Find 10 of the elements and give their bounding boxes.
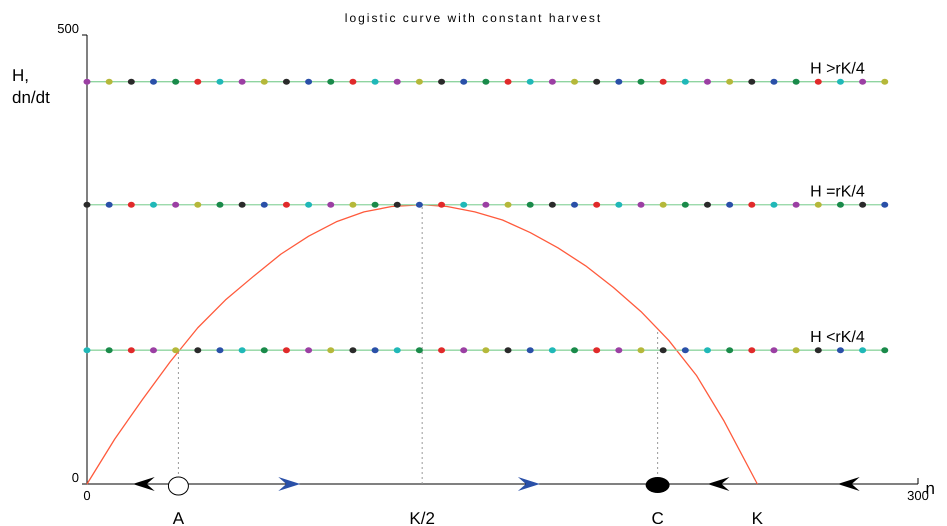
y-axis-title: H, dn/dt bbox=[12, 66, 50, 107]
y-tick-label: 500 bbox=[57, 21, 79, 36]
annotation: A bbox=[172, 509, 185, 526]
annotation: C bbox=[651, 509, 664, 526]
chart-title: logistic curve with constant harvest bbox=[344, 11, 602, 25]
series-label: H =rK/4 bbox=[810, 184, 865, 201]
series-label: H >rK/4 bbox=[810, 60, 865, 78]
series-label: H <rK/4 bbox=[810, 329, 865, 346]
annotation: K/2 bbox=[409, 509, 435, 526]
annotation: K bbox=[752, 509, 764, 526]
